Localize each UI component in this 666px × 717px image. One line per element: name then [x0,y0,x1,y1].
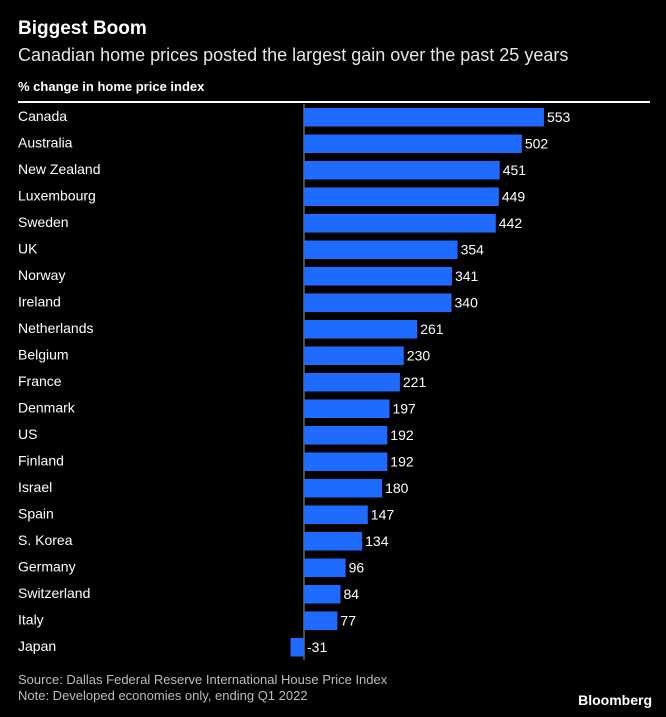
value-label: 84 [343,586,359,602]
note-text: Note: Developed economies only, ending Q… [18,688,308,703]
chart-title: Biggest Boom [18,18,147,39]
bar [304,479,383,498]
source-note: Source: Dallas Federal Reserve Internati… [18,672,387,704]
bar [304,293,452,312]
value-label: 261 [420,321,444,337]
bar [304,187,499,206]
value-label: 221 [403,374,427,390]
bar [304,505,368,524]
category-label: Israel [18,479,52,495]
bloomberg-logo: Bloomberg [578,692,652,708]
category-label: S. Korea [18,532,73,548]
category-label: Australia [18,135,73,151]
category-label: Japan [18,638,56,654]
value-label: 230 [407,348,431,364]
value-label: 77 [340,613,356,629]
value-label: 197 [392,401,416,417]
bar [304,346,404,365]
value-label: 96 [349,560,365,576]
value-label: 180 [385,480,409,496]
value-label: 442 [499,215,523,231]
category-label: Germany [18,559,76,575]
value-label: 147 [371,507,395,523]
category-label: Canada [18,108,67,124]
bar [304,320,418,339]
bar [304,399,390,418]
category-label: Luxembourg [18,188,96,204]
value-label: 341 [455,268,479,284]
category-label: Norway [18,267,65,283]
value-label: 451 [503,162,527,178]
category-label: Netherlands [18,320,94,336]
category-label: Spain [18,506,54,522]
bar [304,558,346,577]
category-label: New Zealand [18,161,101,177]
category-label: Italy [18,612,44,628]
value-axis-label: % change in home price index [18,79,205,94]
value-label: -31 [307,639,327,655]
bar [304,373,400,392]
category-label: Denmark [18,400,76,416]
category-label: France [18,373,62,389]
bar [304,108,544,127]
value-label: 354 [461,242,485,258]
category-label: Ireland [18,294,61,310]
bar [304,611,338,630]
chart-subtitle: Canadian home prices posted the largest … [18,45,569,65]
source-text: Source: Dallas Federal Reserve Internati… [18,672,388,687]
category-label: Finland [18,453,64,469]
header-divider [18,101,650,103]
category-label: Belgium [18,347,69,363]
value-label: 502 [525,136,549,152]
bar [304,267,452,286]
category-label: UK [18,241,38,257]
value-label: 134 [365,533,389,549]
value-label: 192 [390,427,414,443]
bar [290,638,304,657]
bar [304,426,388,445]
value-label: 340 [455,295,479,311]
category-label: Sweden [18,214,69,230]
bar [304,585,341,604]
bar [304,532,363,551]
category-label: Switzerland [18,585,90,601]
value-label: 449 [502,189,526,205]
bar [304,134,522,153]
bar [304,214,496,233]
category-label: US [18,426,37,442]
bar [304,161,500,180]
bar [304,452,388,471]
value-label: 192 [390,454,414,470]
value-label: 553 [547,109,571,125]
bar [304,240,458,259]
